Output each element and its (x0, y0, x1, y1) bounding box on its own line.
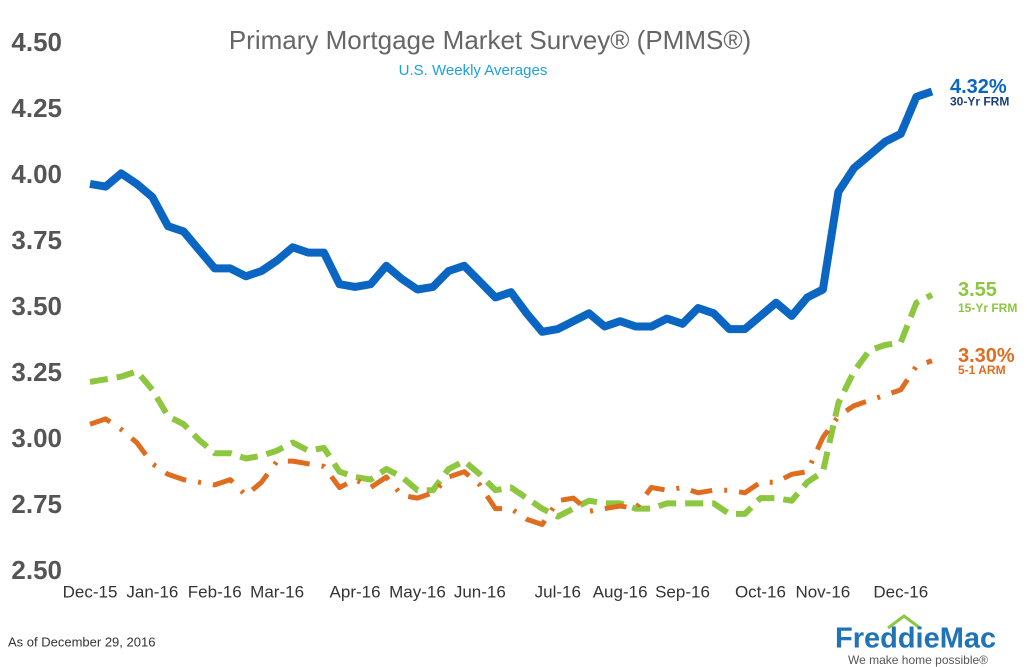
series-line (89, 292, 934, 520)
y-tick-label: 3.25 (11, 357, 62, 387)
y-tick-label: 2.75 (11, 489, 62, 519)
series-line (89, 87, 934, 336)
y-tick-label: 3.00 (11, 423, 62, 453)
x-tick-label: Feb-16 (188, 582, 242, 601)
x-tick-label: Oct-16 (735, 582, 786, 601)
footnote: As of December 29, 2016 (8, 634, 155, 649)
y-tick-label: 4.50 (11, 27, 62, 57)
x-tick-label: Sep-16 (655, 582, 710, 601)
logo-roof (887, 614, 921, 630)
y-tick-label: 3.75 (11, 225, 62, 255)
x-tick-label: Mar-16 (250, 582, 304, 601)
tagline: We make home possible® (848, 653, 988, 667)
x-tick-label: May-16 (389, 582, 446, 601)
y-tick-label: 4.25 (11, 93, 62, 123)
x-tick-label: Dec-15 (63, 582, 118, 601)
chart-subtitle: U.S. Weekly Averages (399, 62, 548, 79)
series-line (89, 358, 933, 527)
y-tick-label: 4.00 (11, 159, 62, 189)
chart-title: Primary Mortgage Market Survey® (PMMS®) (229, 25, 751, 55)
x-tick-label: Jul-16 (535, 582, 581, 601)
end-value-label: 3.55 (958, 279, 997, 301)
x-tick-label: Apr-16 (330, 582, 381, 601)
x-tick-label: Aug-16 (593, 582, 648, 601)
end-value-label: 4.32% (950, 76, 1007, 98)
legend-label: 30-Yr FRM (950, 95, 1009, 109)
x-tick-label: Nov-16 (795, 582, 850, 601)
legend-label: 15-Yr FRM (958, 301, 1017, 315)
y-tick-label: 2.50 (11, 555, 62, 585)
x-tick-label: Dec-16 (873, 582, 928, 601)
x-tick-label: Jan-16 (126, 582, 178, 601)
x-tick-label: Jun-16 (454, 582, 506, 601)
legend-label: 5-1 ARM (958, 363, 1006, 377)
end-value-label: 3.30% (958, 345, 1015, 367)
logo: FreddieMac (835, 623, 996, 655)
y-tick-label: 3.50 (11, 291, 62, 321)
